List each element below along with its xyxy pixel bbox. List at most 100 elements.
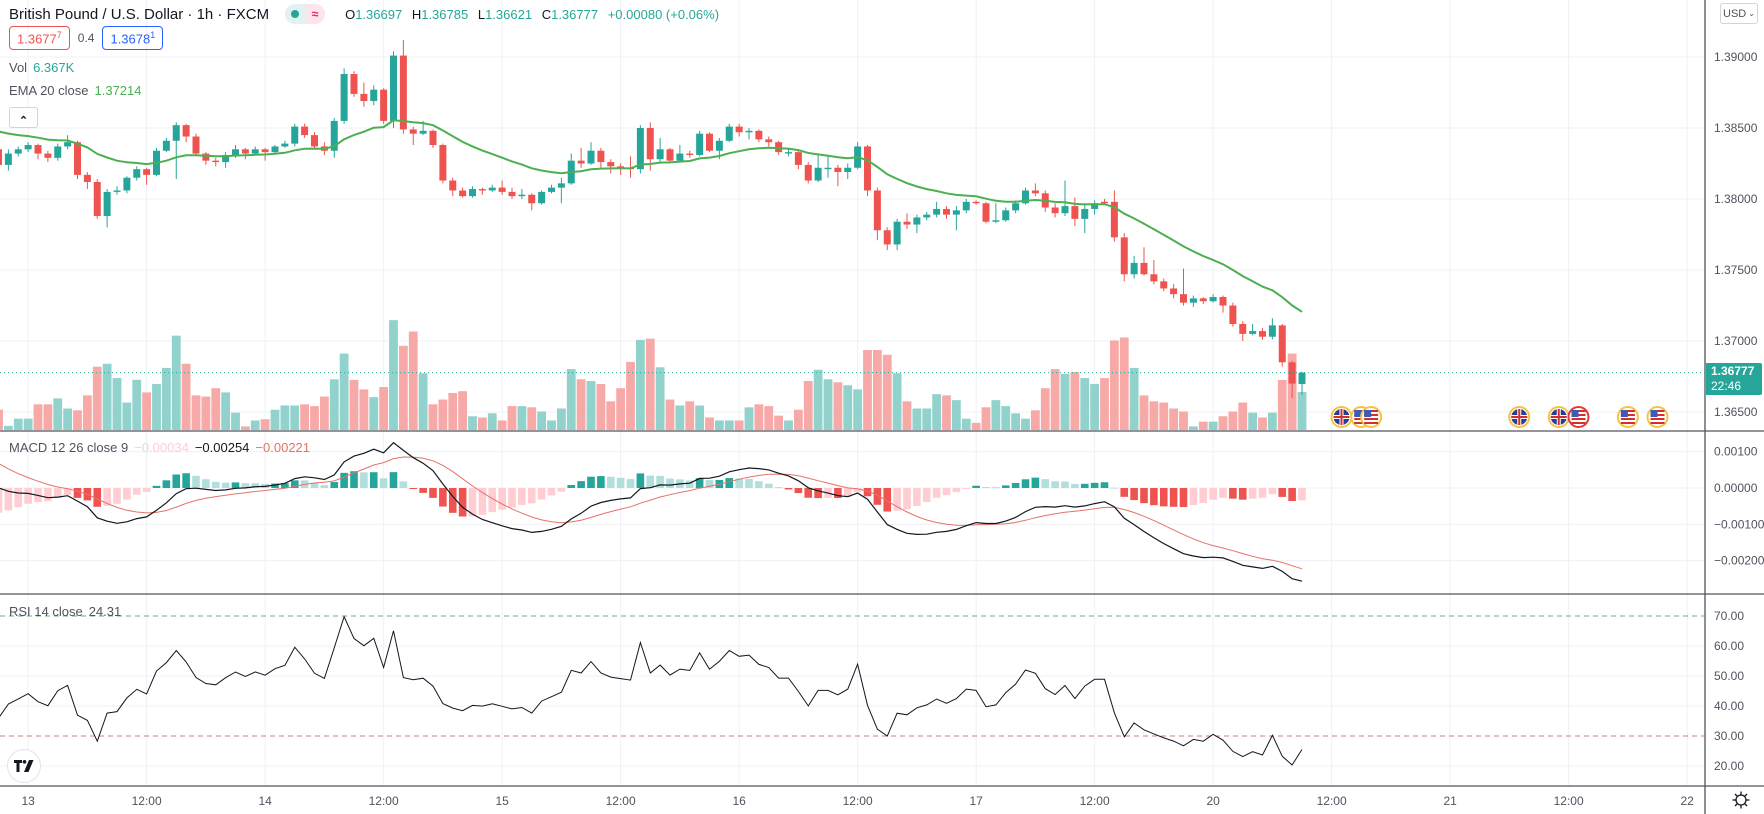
macd-histogram-bar [1199, 488, 1208, 503]
candle-body [409, 129, 417, 134]
macd-histogram-bar [725, 478, 734, 488]
flag-stripe [1364, 422, 1379, 424]
candle-body [232, 149, 239, 155]
volume-bar [477, 417, 487, 430]
volume-bar [161, 367, 171, 430]
macd-histogram-bar [1258, 488, 1267, 498]
macd-histogram-bar [271, 483, 279, 488]
uk-flag-icon[interactable] [1508, 406, 1531, 428]
volume-bar [863, 350, 872, 430]
macd-line-value: −0.00254 [194, 440, 250, 455]
candle-body [755, 130, 763, 140]
rsi-legend[interactable]: RSI 14 close 24.31 [9, 604, 121, 619]
macd-histogram-bar [932, 488, 941, 498]
volume-bar [695, 405, 705, 430]
volume-bar [102, 363, 112, 430]
symbol-title[interactable]: British Pound / U.S. Dollar · 1h · FXCM [9, 5, 270, 23]
macd-histogram-bar [93, 488, 102, 507]
volume-bar [853, 389, 863, 430]
uk-flag-icon[interactable] [1330, 406, 1353, 428]
volume-legend[interactable]: Vol 6.367K [9, 60, 74, 75]
macd-histogram-bar [1150, 488, 1158, 506]
macd-histogram-bar [142, 488, 151, 492]
candle-body [1081, 208, 1089, 219]
volume-bar [813, 369, 823, 430]
rsi-axis-label: 20.00 [1714, 759, 1744, 773]
candle-body [844, 167, 852, 173]
candle-body [1091, 203, 1099, 209]
candle-body [449, 180, 457, 191]
volume-bar [1060, 373, 1070, 430]
candle-body [992, 220, 1000, 222]
macd-histogram-bar [1248, 488, 1257, 499]
volume-bar [142, 392, 152, 430]
volume-bar [0, 409, 3, 430]
candle-body [143, 169, 151, 175]
candle-body [933, 208, 941, 215]
volume-bar [418, 373, 428, 430]
volume-bar [250, 420, 260, 430]
us-flag-icon[interactable] [1360, 406, 1383, 428]
volume-bar [1218, 416, 1228, 430]
low-label: L [477, 6, 486, 22]
us-flag-icon[interactable] [1616, 406, 1639, 428]
us-flag-icon[interactable] [1646, 406, 1669, 428]
volume-bar [586, 381, 596, 430]
flag-stripe [1571, 422, 1586, 424]
macd-histogram-bar [834, 488, 842, 499]
macd-histogram-bar [44, 488, 52, 502]
macd-histogram-bar [547, 488, 556, 496]
volume-bar [329, 379, 339, 430]
volume-bar [576, 379, 586, 430]
candle-body [1031, 190, 1039, 194]
market-status-pill[interactable]: ≈ [285, 4, 326, 24]
volume-bar [537, 411, 547, 430]
candle-body [390, 55, 397, 121]
macd-histogram-bar [1278, 488, 1287, 497]
macd-histogram-bar [656, 475, 664, 488]
volume-bar [458, 391, 468, 430]
macd-histogram-bar [113, 488, 121, 504]
collapse-legend-button[interactable]: ⌃ [9, 107, 38, 128]
uk-flag-icon[interactable] [1547, 406, 1570, 428]
macd-histogram-bar [843, 488, 852, 497]
currency-button[interactable]: USD ⌄ [1720, 3, 1758, 24]
volume-bar [1109, 340, 1119, 430]
candle-body [864, 146, 871, 191]
sell-button[interactable]: 1.36777 [9, 26, 70, 51]
volume-bar [468, 416, 477, 430]
macd-histogram-bar [873, 488, 882, 505]
macd-histogram-bar [192, 475, 200, 488]
macd-histogram-bar [103, 488, 111, 506]
volume-bar [1050, 369, 1060, 430]
candle-body [1170, 288, 1178, 295]
candle-body [646, 128, 654, 160]
candle-body [162, 140, 170, 151]
time-axis-background [0, 787, 1764, 814]
price-axis-label: 1.38500 [1714, 121, 1758, 135]
macd-histogram-value: −0.00034 [134, 440, 189, 455]
time-axis-label: 12:00 [1317, 794, 1347, 808]
buy-button[interactable]: 1.36781 [102, 26, 164, 51]
buy-price-pip: 1 [150, 30, 156, 40]
tradingview-logo[interactable] [7, 749, 41, 783]
macd-histogram-bar [162, 480, 171, 488]
flag-stripe [1620, 422, 1635, 424]
macd-pane [0, 441, 1306, 582]
macd-line [0, 441, 1303, 582]
time-axis-label: 17 [969, 794, 983, 808]
candle-body [192, 136, 200, 154]
change-value: +0.00080 (+0.06%) [607, 6, 720, 22]
candle-body [636, 128, 644, 170]
candle-body [1199, 298, 1207, 302]
macd-legend[interactable]: MACD 12 26 close 9 −0.00034 −0.00254 −0.… [9, 440, 310, 455]
ema-legend[interactable]: EMA 20 close 1.37214 [9, 83, 142, 98]
macd-histogram-bar [1031, 477, 1040, 488]
candle-body [429, 130, 437, 146]
macd-histogram-bar [1061, 481, 1069, 488]
candle-body [1229, 305, 1237, 324]
macd-histogram-bar [1268, 488, 1277, 495]
settings-gear-icon[interactable] [1731, 790, 1751, 810]
us-flag-icon[interactable] [1567, 406, 1590, 428]
